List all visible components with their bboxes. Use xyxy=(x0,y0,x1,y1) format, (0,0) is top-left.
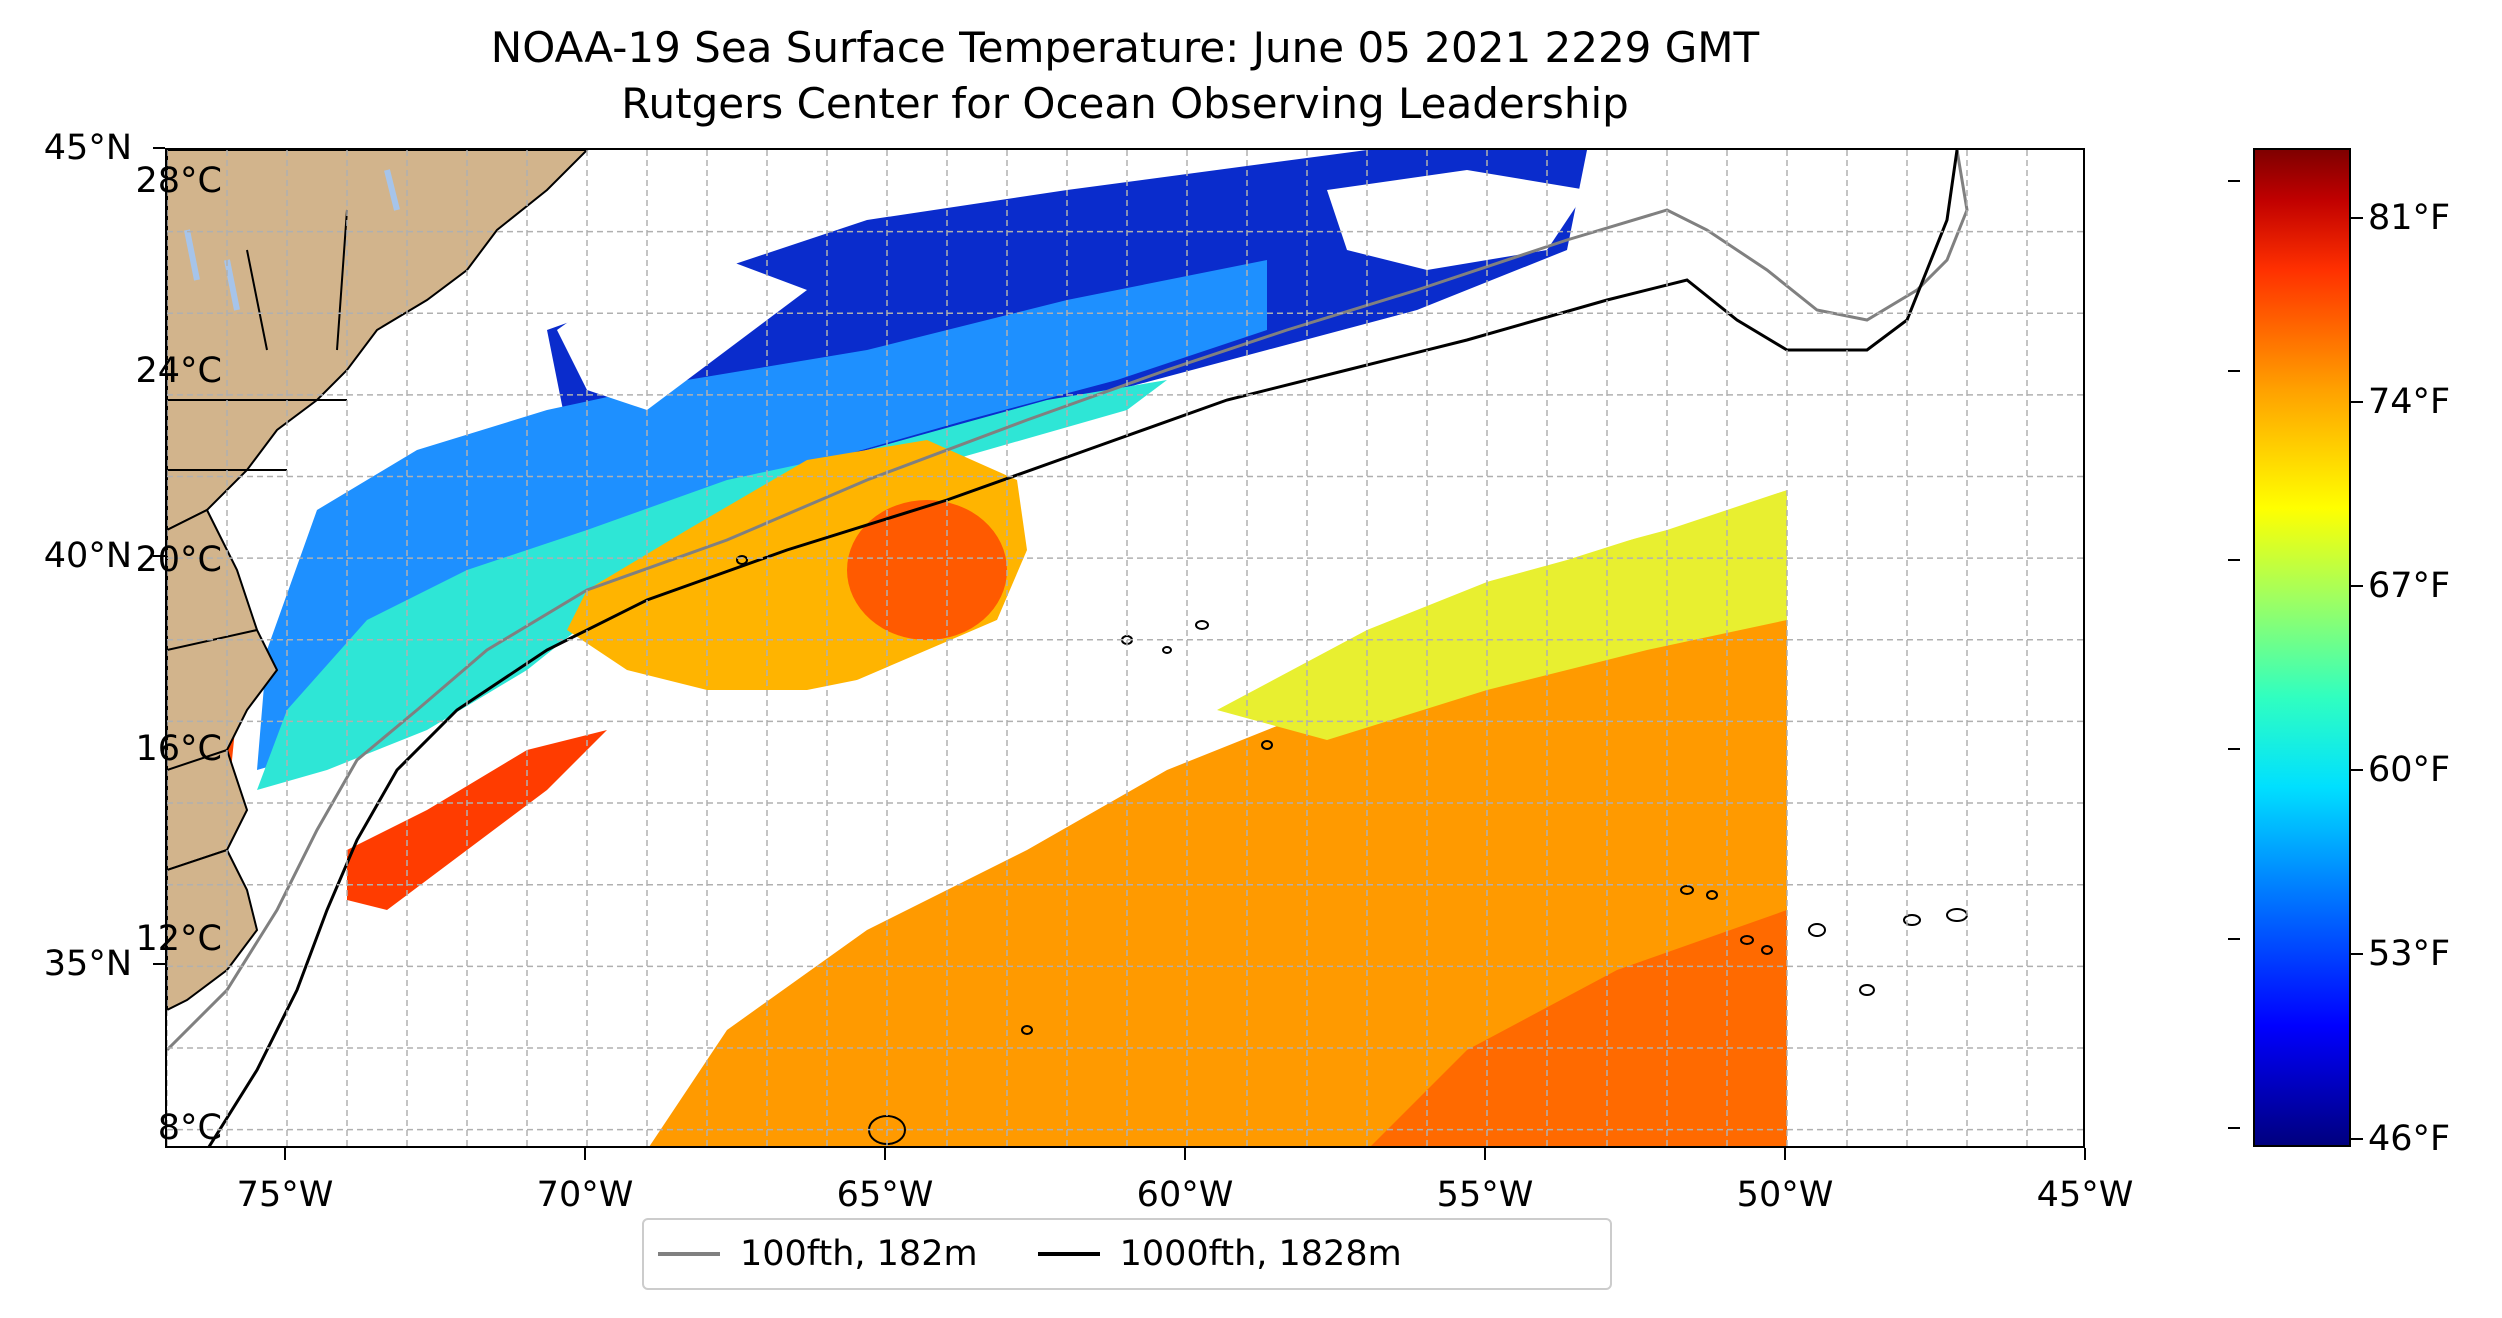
sst-warm-field-north xyxy=(1217,490,1787,740)
lon-tick-mark xyxy=(1784,1148,1786,1160)
sst-shelf-band xyxy=(257,260,1267,770)
cloud-mask-east xyxy=(1787,150,2083,1146)
lon-tick-label: 70°W xyxy=(536,1175,634,1215)
sst-gulf-stream xyxy=(347,730,607,910)
colorbar-celsius-tick xyxy=(2228,748,2240,751)
lon-tick-mark xyxy=(1184,1148,1186,1160)
land-carolinas xyxy=(167,848,259,1012)
legend-swatch-1000fth xyxy=(1037,1252,1100,1256)
lon-tick-mark xyxy=(884,1148,886,1160)
colorbar-celsius-tick xyxy=(2228,558,2240,561)
lon-tick-mark xyxy=(584,1148,586,1160)
sst-map xyxy=(165,148,2085,1148)
sst-far-warm xyxy=(1371,910,1787,1146)
lat-tick-label: 45°N xyxy=(43,128,132,168)
colorbar-fahrenheit-tick xyxy=(2351,953,2363,956)
colorbar-celsius-label: 28°C xyxy=(135,161,222,202)
legend-item-100fth: 100fth, 182m xyxy=(658,1234,978,1274)
colorbar-fahrenheit-label: 67°F xyxy=(2368,566,2451,607)
lon-tick-label: 55°W xyxy=(1436,1175,1534,1215)
colorbar-fahrenheit-label: 74°F xyxy=(2368,382,2451,423)
lon-tick-mark xyxy=(2084,1148,2086,1160)
lat-tick-mark xyxy=(153,147,165,149)
map-subtitle: Rutgers Center for Ocean Observing Leade… xyxy=(621,79,1629,128)
legend-swatch-100fth xyxy=(658,1252,720,1256)
lon-tick-label: 50°W xyxy=(1736,1175,1834,1215)
map-gridlines xyxy=(167,150,2083,1146)
colorbar-celsius-label: 20°C xyxy=(135,539,222,580)
lon-tick-label: 60°W xyxy=(1136,1175,1234,1215)
colorbar-fahrenheit-tick xyxy=(2351,216,2363,219)
colorbar-fahrenheit-tick xyxy=(2351,585,2363,588)
sst-colorbar xyxy=(2253,148,2351,1147)
lon-tick-mark xyxy=(1484,1148,1486,1160)
sst-map-canvas xyxy=(167,150,2083,1146)
colorbar-fahrenheit-tick xyxy=(2351,1137,2363,1140)
colorbar-fahrenheit-tick xyxy=(2351,769,2363,772)
colorbar-celsius-tick xyxy=(2228,369,2240,372)
lon-tick-mark xyxy=(284,1148,286,1160)
cloud-mask-north xyxy=(557,260,807,410)
colorbar-celsius-label: 8°C xyxy=(157,1108,222,1149)
lon-tick-label: 45°W xyxy=(2036,1175,2134,1215)
colorbar-celsius-label: 24°C xyxy=(135,350,222,391)
legend-label-100fth: 100fth, 182m xyxy=(740,1234,978,1274)
colorbar-fahrenheit-label: 53°F xyxy=(2368,934,2451,975)
colorbar-celsius-tick xyxy=(2228,1127,2240,1130)
colorbar-celsius-tick xyxy=(2228,180,2240,183)
cloud-mask-gap xyxy=(167,400,1787,1146)
lat-tick-mark xyxy=(153,963,165,966)
lakes xyxy=(184,169,400,311)
colorbar-celsius-tick xyxy=(2228,937,2240,940)
sst-slope-band xyxy=(257,380,1167,790)
colorbar-fahrenheit-tick xyxy=(2351,401,2363,404)
lat-tick-mark xyxy=(153,555,165,558)
colorbar-celsius-label: 12°C xyxy=(135,918,222,959)
sst-data-layer xyxy=(167,150,2083,1146)
map-title: NOAA-19 Sea Surface Temperature: June 05… xyxy=(490,23,1760,72)
colorbar-celsius-label: 16°C xyxy=(135,729,222,770)
cloud-mask-ne xyxy=(1327,170,1587,270)
legend-label-1000fth: 1000fth, 1828m xyxy=(1119,1234,1402,1274)
contour-100fth xyxy=(167,150,1969,1052)
lat-tick-label: 40°N xyxy=(43,536,132,577)
lon-tick-label: 65°W xyxy=(836,1175,934,1215)
lon-tick-label: 75°W xyxy=(236,1175,334,1215)
colorbar-fahrenheit-label: 60°F xyxy=(2368,750,2451,791)
sst-warm-field xyxy=(649,590,1787,1146)
lat-tick-label: 35°N xyxy=(43,944,132,985)
bathymetry-legend: 100fth, 182m 1000fth, 1828m xyxy=(642,1218,1612,1290)
bathymetry-contours xyxy=(167,150,1969,1146)
legend-item-1000fth: 1000fth, 1828m xyxy=(1037,1234,1402,1274)
land-new-england xyxy=(167,150,589,532)
colorbar-fahrenheit-label: 81°F xyxy=(2368,197,2451,238)
colorbar-fahrenheit-label: 46°F xyxy=(2368,1118,2451,1159)
contour-1000fth xyxy=(207,150,1959,1146)
